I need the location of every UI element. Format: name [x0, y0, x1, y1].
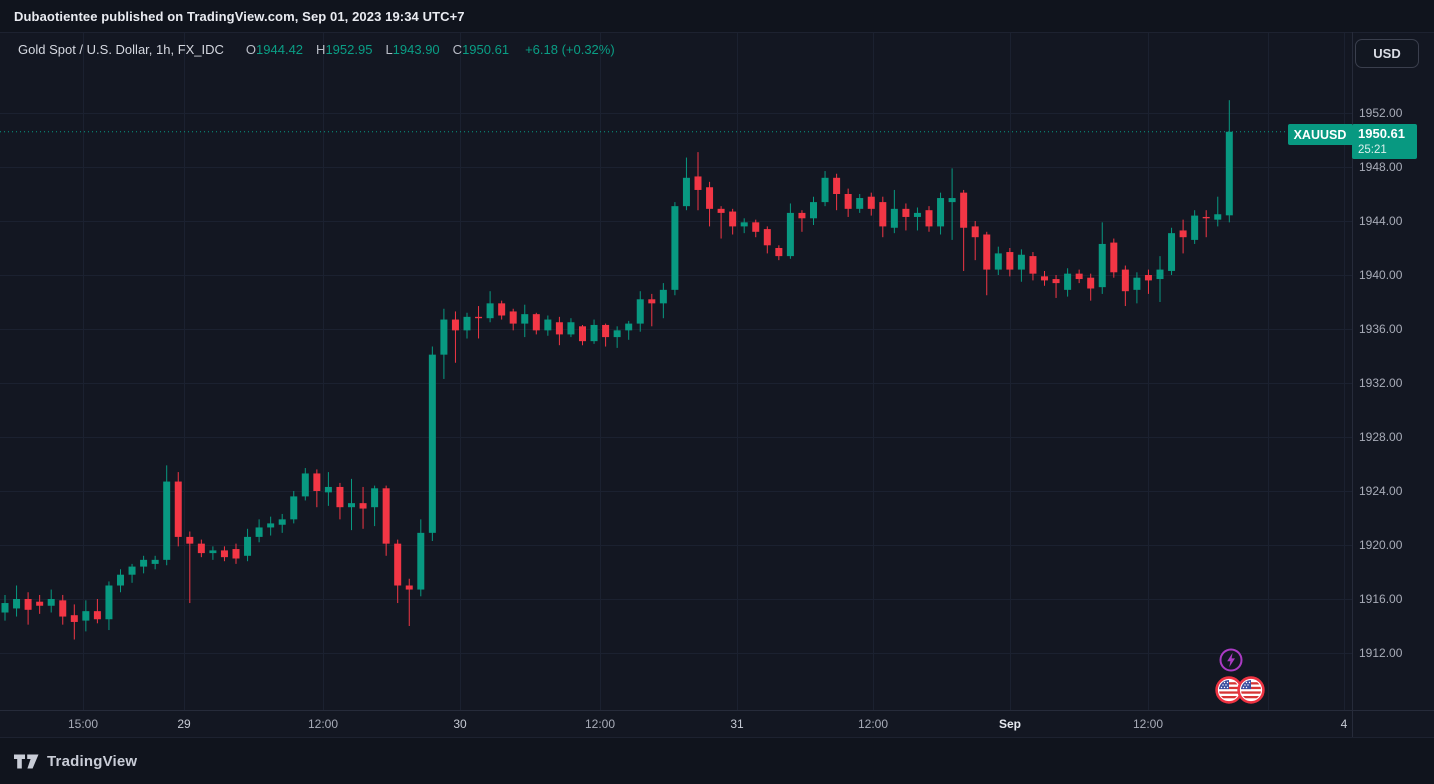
us-flag-event-marker-2[interactable]	[1237, 676, 1265, 709]
price-tick-label: 1920.00	[1359, 538, 1403, 552]
ohlc-close-value: 1950.61	[462, 42, 510, 57]
price-tick-label: 1928.00	[1359, 430, 1403, 444]
lightning-event-marker[interactable]	[1218, 647, 1244, 678]
time-tick-label: 12:00	[857, 717, 889, 731]
ohlc-low-letter: L	[385, 42, 393, 57]
tradingview-logo[interactable]: TradingView	[14, 753, 137, 770]
price-axis-separator	[1352, 32, 1353, 737]
ohlc-low-value: 1943.90	[392, 42, 440, 57]
ohlc-high-value: 1952.95	[325, 42, 373, 57]
time-tick-label: 30	[453, 717, 467, 731]
last-price-box: 1950.61 25:21	[1352, 124, 1417, 159]
time-tick-label: 4	[1340, 717, 1348, 731]
tradingview-logo-icon	[14, 754, 39, 768]
time-tick-label: 15:00	[67, 717, 99, 731]
time-tick-label: 12:00	[1132, 717, 1164, 731]
time-tick-label: Sep	[998, 717, 1022, 731]
last-price-value: 1950.61	[1358, 126, 1405, 141]
footer-bar: TradingView	[0, 738, 1434, 784]
price-change: +6.18 (+0.32%)	[525, 42, 615, 57]
time-tick-label: 31	[730, 717, 744, 731]
ohlc-high: H1952.95	[316, 42, 372, 57]
price-tick-label: 1912.00	[1359, 646, 1403, 660]
ohlc-open-value: 1944.42	[256, 42, 304, 57]
time-tick-label: 29	[177, 717, 191, 731]
price-tick-label: 1948.00	[1359, 160, 1403, 174]
us-flag-icon	[1237, 676, 1265, 704]
ohlc-low: L1943.90	[385, 42, 439, 57]
ohlc-close-letter: C	[452, 42, 463, 57]
time-tick-label: 12:00	[584, 717, 616, 731]
footer-separator	[0, 737, 1434, 738]
ohlc-open: O1944.42	[246, 42, 303, 57]
price-tick-label: 1936.00	[1359, 322, 1403, 336]
price-tick-label: 1916.00	[1359, 592, 1403, 606]
chart-pane[interactable]	[0, 32, 1352, 710]
attribution-text: Dubaotientee published on TradingView.co…	[14, 8, 465, 24]
price-tick-label: 1940.00	[1359, 268, 1403, 282]
time-axis-separator	[0, 710, 1434, 711]
symbol-header: Gold Spot / U.S. Dollar, 1h, FX_IDC O194…	[18, 42, 615, 57]
price-tick-label: 1932.00	[1359, 376, 1403, 390]
price-tick-label: 1952.00	[1359, 106, 1403, 120]
symbol-title: Gold Spot / U.S. Dollar, 1h, FX_IDC	[18, 42, 224, 57]
lightning-icon	[1219, 648, 1243, 672]
ohlc-high-letter: H	[316, 42, 326, 57]
ohlc-close: C1950.61	[453, 42, 509, 57]
tradingview-logo-text: TradingView	[47, 752, 138, 770]
attribution-bar: Dubaotientee published on TradingView.co…	[0, 0, 1434, 33]
currency-button[interactable]: USD	[1355, 39, 1419, 68]
last-price-symbol-tag: XAUUSD	[1288, 124, 1352, 145]
ohlc-open-letter: O	[245, 42, 257, 57]
price-tick-label: 1944.00	[1359, 214, 1403, 228]
price-tick-label: 1924.00	[1359, 484, 1403, 498]
bar-countdown: 25:21	[1358, 144, 1387, 156]
time-tick-label: 12:00	[307, 717, 339, 731]
time-axis[interactable]: 15:00 29 12:00 30 12:00 31 12:00 Sep 12:00 4	[0, 710, 1434, 737]
